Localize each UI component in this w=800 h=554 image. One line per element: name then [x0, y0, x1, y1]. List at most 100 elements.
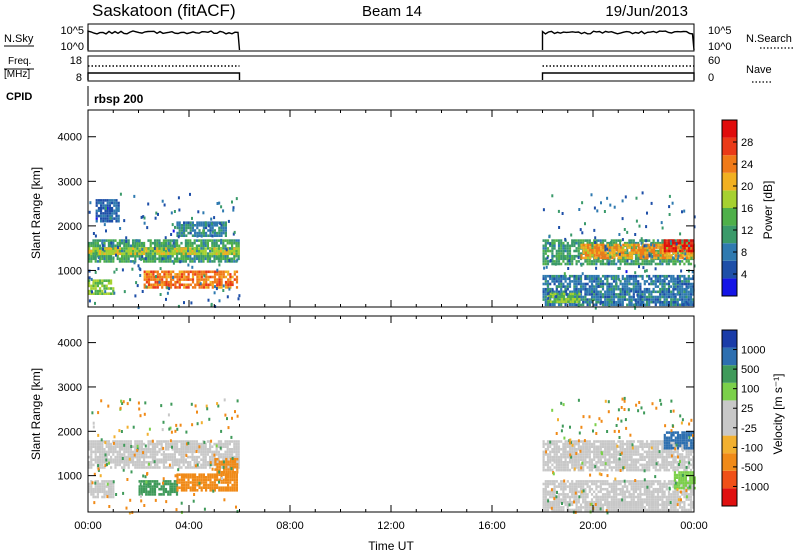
heatmap-cell — [690, 244, 693, 248]
heatmap-cell — [655, 254, 658, 257]
heatmap-cell — [218, 278, 221, 281]
heatmap-cell — [648, 442, 651, 446]
heatmap-cell — [195, 442, 198, 446]
heatmap-cell — [620, 246, 623, 249]
heatmap-cell — [121, 445, 124, 448]
heatmap-cell — [542, 450, 545, 454]
heatmap-cell — [598, 246, 601, 249]
heatmap-cell — [112, 244, 115, 248]
heatmap-cell — [634, 302, 637, 306]
heatmap-cell — [94, 450, 97, 454]
heatmap-cell — [92, 239, 95, 242]
heatmap-cell — [103, 257, 106, 261]
heatmap-cell — [687, 458, 690, 461]
heatmap-cell — [604, 300, 607, 304]
heatmap-cell — [626, 463, 629, 467]
heatmap-cell — [617, 248, 620, 252]
heatmap-cell — [663, 303, 666, 307]
nsearch-tick-bottom: 10^0 — [708, 41, 732, 53]
heatmap-cell — [198, 239, 201, 242]
heatmap-cell — [195, 239, 198, 242]
heatmap-cell — [218, 486, 221, 489]
heatmap-cell — [685, 244, 688, 248]
heatmap-cell — [118, 260, 121, 263]
heatmap-cell — [97, 256, 100, 260]
heatmap-cell — [618, 278, 621, 282]
heatmap-cell — [142, 485, 146, 488]
heatmap-cell — [626, 290, 629, 294]
heatmap-cell — [568, 468, 572, 472]
heatmap-cell — [182, 455, 185, 459]
heatmap-cell — [674, 303, 677, 307]
heatmap-cell — [110, 490, 113, 494]
heatmap-cell — [555, 445, 558, 448]
heatmap-cell — [107, 292, 110, 295]
heatmap-cell — [566, 282, 569, 286]
heatmap-cell — [685, 450, 688, 454]
heatmap-cell — [598, 248, 601, 252]
heatmap-cell — [564, 288, 567, 291]
heatmap-cell — [183, 283, 186, 287]
heatmap-cell — [216, 234, 219, 237]
heatmap-cell — [617, 246, 620, 249]
heatmap-cell — [217, 244, 220, 248]
heatmap-cell — [196, 275, 199, 279]
heatmap-cell — [645, 262, 649, 266]
colorbar-tick-label: 12 — [741, 225, 753, 237]
heatmap-cell — [112, 241, 115, 245]
heatmap-cell — [112, 495, 115, 499]
heatmap-cell — [143, 221, 146, 225]
heatmap-cell — [567, 295, 570, 298]
heatmap-cell — [553, 493, 556, 496]
heatmap-cell — [595, 450, 598, 454]
heatmap-cell — [642, 248, 645, 252]
heatmap-cell — [619, 287, 622, 291]
heatmap-cell — [94, 485, 97, 488]
heatmap-cell — [661, 274, 664, 278]
heatmap-cell — [170, 211, 173, 215]
heatmap-cell — [226, 453, 229, 456]
heatmap-cell — [176, 476, 179, 479]
heatmap-cell — [164, 482, 168, 486]
heatmap-cell — [180, 224, 183, 227]
heatmap-cell — [235, 455, 238, 459]
heatmap-cell — [668, 244, 671, 248]
heatmap-cell — [621, 285, 624, 288]
heatmap-cell — [235, 278, 239, 281]
heatmap-cell — [103, 252, 106, 256]
heatmap-cell — [97, 201, 100, 205]
heatmap-cell — [143, 461, 146, 464]
heatmap-cell — [209, 275, 212, 279]
heatmap-cell — [639, 246, 642, 249]
heatmap-cell — [113, 291, 116, 295]
heatmap-cell — [568, 448, 572, 451]
heatmap-cell — [184, 466, 187, 469]
heatmap-cell — [94, 458, 97, 461]
heatmap-cell — [180, 260, 183, 263]
power-ylabel: Slant Range [km] — [29, 167, 43, 259]
heatmap-cell — [96, 279, 99, 282]
heatmap-cell — [206, 257, 209, 261]
heatmap-cell — [149, 442, 152, 446]
heatmap-cell — [183, 301, 185, 305]
heatmap-cell — [185, 226, 188, 230]
heatmap-cell — [183, 489, 186, 492]
heatmap-cell — [171, 254, 174, 258]
heatmap-cell — [112, 458, 115, 461]
heatmap-cell — [557, 244, 561, 248]
heatmap-cell — [178, 208, 181, 212]
heatmap-cell — [213, 476, 216, 479]
heatmap-cell — [90, 482, 93, 486]
heatmap-cell — [204, 244, 207, 248]
heatmap-cell — [593, 239, 596, 242]
heatmap-cell — [606, 262, 609, 266]
heatmap-cell — [176, 458, 179, 461]
heatmap-cell — [685, 241, 688, 245]
heatmap-cell — [693, 215, 696, 219]
heatmap-cell — [160, 249, 163, 253]
nsky-traces — [87, 30, 695, 51]
heatmap-cell — [211, 283, 214, 287]
heatmap-cell — [612, 466, 616, 469]
heatmap-cell — [551, 440, 554, 443]
heatmap-cell — [643, 445, 646, 448]
